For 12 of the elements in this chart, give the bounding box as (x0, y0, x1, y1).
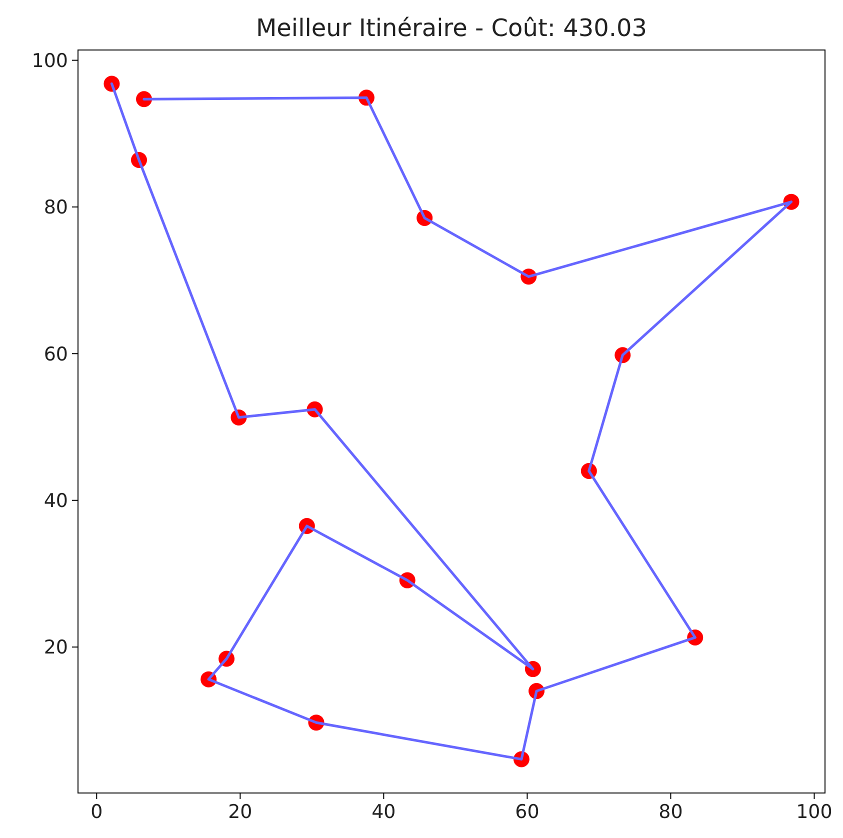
chart-title: Meilleur Itinéraire - Coût: 430.03 (256, 14, 648, 42)
x-tick-label: 0 (90, 801, 103, 823)
y-tick-label: 40 (44, 490, 68, 512)
x-tick-label: 80 (658, 801, 683, 823)
x-tick-label: 60 (515, 801, 540, 823)
y-tick-label: 100 (32, 50, 68, 72)
x-tick-label: 100 (796, 801, 832, 823)
y-tick-label: 60 (44, 343, 68, 366)
x-tick-label: 40 (372, 801, 396, 823)
y-tick-label: 80 (44, 196, 68, 219)
y-tick-label: 20 (44, 636, 68, 659)
x-tick-label: 20 (228, 801, 252, 823)
